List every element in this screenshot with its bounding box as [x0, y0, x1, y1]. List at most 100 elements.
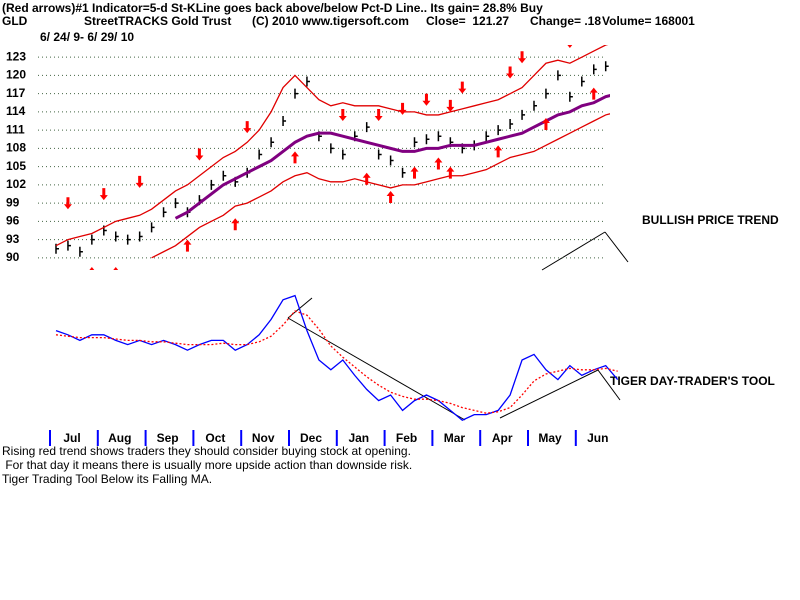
down-arrow [398, 102, 407, 115]
up-arrow [434, 157, 443, 170]
price-bar [569, 91, 573, 102]
price-bar [509, 119, 514, 130]
up-arrow [362, 172, 371, 185]
y-tick-label: 108 [6, 141, 26, 155]
price-bar [365, 122, 370, 133]
footer-line: Rising red trend shows traders they shou… [2, 444, 411, 458]
series-line [174, 94, 610, 220]
up-arrow [231, 218, 240, 231]
annotation: TIGER DAY-TRADER'S TOOL [610, 374, 775, 388]
y-tick-label: 93 [6, 232, 20, 246]
y-tick-label: 111 [6, 122, 25, 136]
up-arrow [113, 266, 119, 270]
price-bar [138, 231, 143, 242]
down-arrow [195, 148, 204, 161]
y-tick-label: 96 [6, 214, 20, 228]
price-bar [294, 88, 298, 99]
down-arrow [243, 121, 252, 134]
x-tick-label: Feb [396, 431, 417, 445]
down-arrow [135, 175, 144, 188]
y-tick-label: 123 [6, 49, 26, 63]
price-bar [67, 240, 71, 251]
up-arrow [89, 266, 95, 270]
price-bar [150, 222, 155, 233]
chart-title: (Red arrows)#1 Indicator=5-d St-KLine go… [2, 1, 543, 15]
price-bar [425, 134, 430, 145]
price-bar [342, 149, 346, 160]
down-arrow [518, 51, 527, 64]
price-bar [91, 234, 95, 245]
trend-line [287, 297, 313, 319]
subtitle-part: Change= .18 [530, 14, 601, 28]
x-tick-label: Jul [63, 431, 80, 445]
x-tick-label: Dec [300, 431, 322, 445]
series-line [55, 310, 618, 414]
x-tick-label: Aug [108, 431, 131, 445]
price-bar [79, 246, 83, 257]
price-bar [174, 198, 179, 209]
price-bar [533, 100, 537, 111]
down-arrow [567, 45, 573, 49]
price-bar [330, 143, 334, 154]
price-bar [593, 64, 597, 75]
y-tick-label: 99 [6, 195, 20, 209]
indicator-plot [55, 294, 619, 421]
down-arrow [338, 109, 347, 122]
price-bar [497, 125, 502, 136]
price-bar [210, 179, 215, 190]
series-line [55, 294, 619, 421]
y-tick-label: 90 [6, 250, 20, 264]
x-tick-label: Nov [252, 431, 275, 445]
annotation: BULLISH PRICE TREND [642, 213, 779, 227]
price-bar [437, 131, 442, 142]
price-bar [401, 167, 406, 178]
subtitle-part: StreetTRACKS Gold Trust [84, 14, 231, 28]
up-arrow [446, 166, 455, 179]
x-tick-label: Jan [348, 431, 369, 445]
x-tick-label: Jun [587, 431, 608, 445]
price-bar [545, 88, 549, 99]
trend-line [597, 369, 621, 401]
trend-line [541, 231, 606, 271]
price-bar [377, 149, 382, 160]
date-range: 6/ 24/ 9- 6/ 29/ 10 [40, 30, 134, 44]
down-arrow [99, 188, 108, 201]
series-line [151, 113, 610, 259]
footer-line: Tiger Trading Tool Below its Falling MA. [2, 472, 212, 486]
price-bar [413, 137, 418, 148]
subtitle-part: Close= 121.27 [426, 14, 509, 28]
down-arrow [422, 93, 431, 106]
up-arrow [541, 117, 550, 130]
price-bar [115, 231, 119, 242]
price-bar [604, 61, 609, 72]
trend-line [499, 369, 599, 419]
up-arrow [589, 87, 598, 100]
subtitle-part: (C) 2010 www.tigersoft.com [252, 14, 409, 28]
price-bar [557, 70, 561, 81]
trend-line [287, 317, 466, 421]
down-arrow [458, 81, 467, 94]
trend-line [604, 231, 629, 263]
down-arrow [446, 99, 455, 112]
price-bar [389, 155, 394, 166]
x-tick-label: Mar [444, 431, 466, 445]
price-bar [618, 63, 621, 73]
up-arrow [410, 166, 419, 179]
price-bar [162, 207, 167, 218]
y-tick-label: 114 [6, 104, 26, 118]
down-arrow [63, 197, 72, 210]
series-line [55, 45, 609, 247]
price-bar [258, 149, 263, 160]
footer-line: For that day it means there is usually m… [2, 458, 412, 472]
price-bar [521, 109, 526, 120]
down-arrow [374, 109, 383, 122]
y-tick-label: 102 [6, 177, 26, 191]
up-arrow [494, 145, 503, 158]
x-tick-label: Sep [157, 431, 179, 445]
down-arrow [506, 66, 515, 79]
y-tick-label: 117 [6, 86, 26, 100]
x-tick-label: May [538, 431, 562, 445]
subtitle-part: GLD [2, 14, 28, 28]
x-tick-label: Oct [205, 431, 225, 445]
